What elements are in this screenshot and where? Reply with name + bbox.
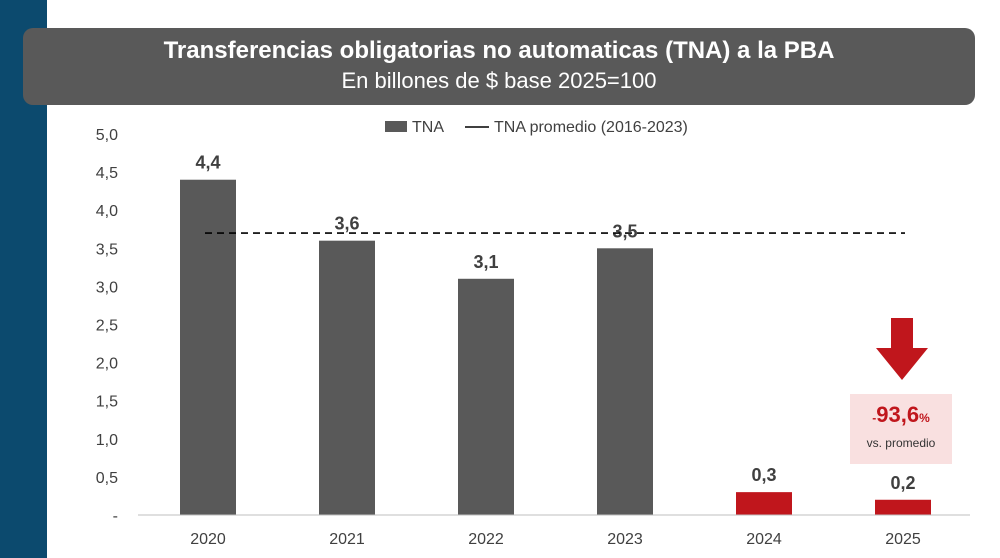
y-tick-label: 1,5 [96,394,118,411]
x-tick-label: 2022 [468,531,504,548]
callout-value: 93,6 [876,402,920,427]
bar-2021 [319,240,375,515]
y-tick-label: - [113,508,118,525]
arrow-down-icon [876,318,928,380]
y-tick-label: 4,0 [96,203,118,220]
x-tick-label: 2025 [885,531,921,548]
legend-label-tna: TNA [412,119,444,136]
y-tick-label: 5,0 [96,127,118,144]
data-label: 0,2 [890,473,915,493]
bar-2022 [458,278,514,515]
chart-title: Transferencias obligatorias no automatic… [163,37,835,64]
y-tick-label: 0,5 [96,470,118,487]
callout-note: vs. promedio [866,436,936,450]
callout-unit: % [919,411,930,425]
data-label: 0,3 [751,465,776,485]
bar-2023 [597,248,653,516]
bars: 4,4 3,6 3,1 3,5 0,3 0,2 [180,153,931,516]
y-tick-label: 2,0 [96,356,118,373]
x-tick-label: 2021 [329,531,365,548]
data-label: 3,6 [334,214,359,234]
y-tick-label: 3,5 [96,241,118,258]
legend-swatch-tna [385,121,407,132]
decline-callout: -93,6% vs. promedio [850,394,952,464]
x-tick-label: 2024 [746,531,782,548]
x-tick-label: 2020 [190,531,226,548]
x-tick-label: 2023 [607,531,643,548]
legend-label-average: TNA promedio (2016-2023) [494,119,688,136]
y-tick-label: 3,0 [96,279,118,296]
y-axis: - 0,5 1,0 1,5 2,0 2,5 3,0 3,5 4,0 4,5 5,0 [96,127,118,525]
bar-2024 [736,492,792,515]
chart-subtitle: En billones de $ base 2025=100 [341,68,657,93]
data-label: 4,4 [195,153,220,173]
y-tick-label: 2,5 [96,318,118,335]
data-label: 3,1 [473,252,498,272]
bar-2020 [180,179,236,515]
callout-percent: -93,6% [872,402,930,427]
title-banner: Transferencias obligatorias no automatic… [23,28,975,105]
y-tick-label: 4,5 [96,165,118,182]
legend: TNA TNA promedio (2016-2023) [385,119,688,136]
bar-2025 [875,499,931,515]
x-axis: 2020 2021 2022 2023 2024 2025 [138,514,970,548]
y-tick-label: 1,0 [96,432,118,449]
data-label: 3,5 [612,221,637,241]
